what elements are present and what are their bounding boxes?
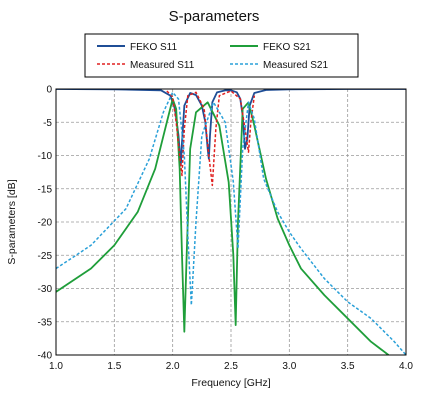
legend-label-measured-s11: Measured S11 bbox=[130, 60, 195, 71]
y-tick-label: -15 bbox=[38, 184, 53, 195]
legend: FEKO S11 FEKO S21 Measured S11 Measured … bbox=[84, 33, 359, 78]
legend-label-feko-s11: FEKO S11 bbox=[130, 42, 177, 53]
y-tick-label: -5 bbox=[43, 118, 52, 129]
x-axis-label: Frequency [GHz] bbox=[191, 377, 270, 389]
y-tick-label: -40 bbox=[38, 351, 53, 362]
y-tick-label: -30 bbox=[38, 284, 53, 295]
x-tick-label: 2.0 bbox=[166, 361, 180, 372]
legend-label-measured-s21: Measured S21 bbox=[263, 60, 328, 71]
y-tick-label: 0 bbox=[46, 85, 52, 96]
x-tick-label: 3.5 bbox=[341, 361, 355, 372]
y-tick-label: -25 bbox=[38, 251, 53, 262]
series-lines bbox=[56, 89, 406, 355]
x-tick-label: 1.5 bbox=[107, 361, 121, 372]
series-line-measured-s21 bbox=[56, 91, 406, 355]
series-line-measured-s11 bbox=[166, 90, 256, 187]
y-tick-label: -20 bbox=[38, 218, 53, 229]
axis-ticks: 1.0 1.5 2.0 2.5 3.0 3.5 4.0 0 -5 -10 -15 -20 -25 -30 -… bbox=[38, 85, 414, 373]
legend-frame bbox=[84, 33, 359, 78]
x-tick-label: 4.0 bbox=[399, 361, 413, 372]
y-tick-label: -10 bbox=[38, 151, 53, 162]
series-line-feko-s21 bbox=[56, 98, 390, 355]
y-tick-label: -35 bbox=[38, 317, 53, 328]
y-axis-label: S-parameters [dB] bbox=[6, 179, 18, 264]
x-tick-label: 1.0 bbox=[49, 361, 63, 372]
legend-label-feko-s21: FEKO S21 bbox=[263, 42, 311, 53]
plot-frame bbox=[55, 88, 407, 356]
chart-title: S-parameters bbox=[169, 8, 260, 25]
x-tick-label: 3.0 bbox=[282, 361, 296, 372]
x-tick-label: 2.5 bbox=[224, 361, 238, 372]
